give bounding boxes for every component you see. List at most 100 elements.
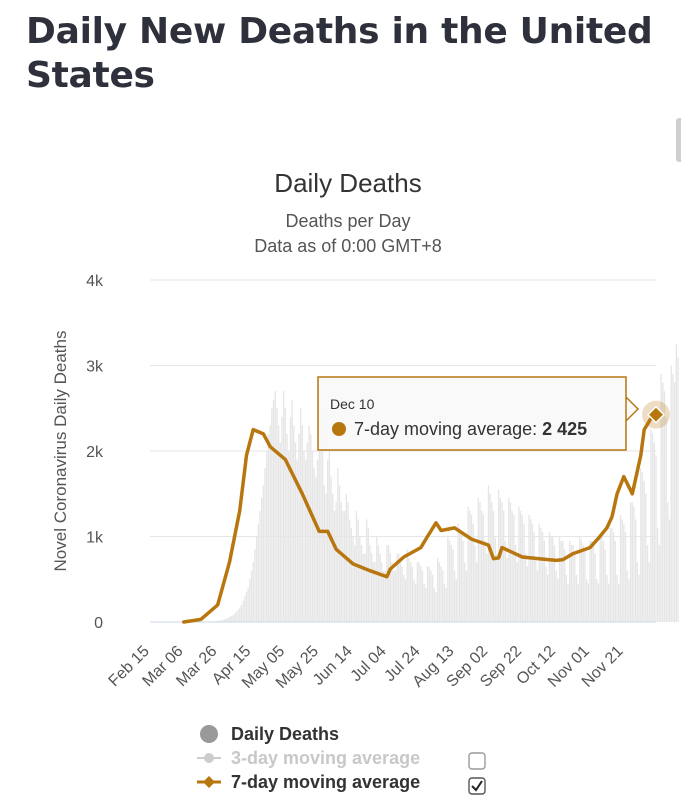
- daily-deaths-bar: [294, 442, 297, 622]
- daily-deaths-bar: [382, 570, 385, 622]
- daily-deaths-bar: [575, 574, 578, 622]
- legend-7day-checkbox[interactable]: [468, 777, 486, 795]
- daily-deaths-bar: [472, 523, 474, 622]
- daily-deaths-bar: [401, 566, 403, 622]
- daily-deaths-bar: [293, 425, 295, 622]
- daily-deaths-bar: [284, 408, 287, 622]
- page-title: Daily New Deaths in the United States: [26, 11, 653, 96]
- daily-deaths-bar: [247, 587, 249, 622]
- daily-deaths-bar: [393, 570, 395, 622]
- daily-deaths-bar: [340, 502, 342, 622]
- daily-deaths-bar: [496, 553, 498, 622]
- legend-item-daily-deaths[interactable]: Daily Deaths: [200, 724, 339, 744]
- daily-deaths-bar: [306, 442, 309, 622]
- daily-deaths-bar: [255, 536, 258, 622]
- daily-deaths-bar: [357, 519, 359, 622]
- daily-deaths-bar: [269, 425, 271, 622]
- daily-deaths-bar: [237, 610, 239, 622]
- daily-deaths-bar: [305, 459, 307, 622]
- y-tick-label: 1k: [86, 530, 104, 547]
- legend-item-7day-ma[interactable]: 7-day moving average: [197, 772, 486, 795]
- daily-deaths-bar: [242, 600, 244, 623]
- daily-deaths-bar: [445, 587, 447, 622]
- daily-deaths-bar: [660, 374, 662, 622]
- daily-deaths-bar: [281, 416, 283, 622]
- daily-deaths-bar: [460, 532, 463, 622]
- daily-deaths-bar: [503, 510, 505, 622]
- daily-deaths-bar: [508, 498, 510, 622]
- daily-deaths-bar: [391, 562, 393, 622]
- daily-deaths-bar: [447, 536, 449, 622]
- daily-deaths-bar: [663, 391, 666, 622]
- daily-deaths-bar: [492, 510, 495, 622]
- daily-deaths-bar: [538, 523, 540, 622]
- daily-deaths-bar: [244, 596, 246, 622]
- daily-deaths-bar: [521, 515, 523, 623]
- daily-deaths-bar: [250, 570, 253, 622]
- daily-deaths-bar: [291, 399, 293, 622]
- daily-deaths-bar: [283, 391, 285, 622]
- daily-deaths-bar: [415, 583, 417, 622]
- legend-3day-checkbox[interactable]: [468, 752, 486, 770]
- daily-deaths-bar: [437, 557, 439, 623]
- daily-deaths-bar: [252, 562, 254, 622]
- daily-deaths-bar: [616, 574, 618, 622]
- daily-deaths-bar: [442, 570, 444, 622]
- daily-deaths-bar: [509, 502, 512, 622]
- daily-deaths-bar: [560, 540, 562, 622]
- daily-deaths-bar: [614, 540, 617, 622]
- daily-deaths-bar: [279, 442, 281, 622]
- daily-deaths-bar: [640, 468, 642, 622]
- daily-deaths-bar: [245, 592, 248, 622]
- daily-deaths-bar: [675, 344, 677, 623]
- daily-deaths-bar: [570, 545, 573, 622]
- daily-deaths-bar: [310, 433, 312, 622]
- daily-deaths-bar: [408, 557, 410, 623]
- scroll-indicator[interactable]: [676, 118, 681, 162]
- daily-deaths-bar: [350, 527, 353, 622]
- daily-deaths-bar: [518, 506, 520, 622]
- daily-deaths-bar: [511, 510, 513, 622]
- daily-deaths-bar: [619, 515, 622, 623]
- daily-deaths-bar: [347, 502, 349, 622]
- daily-deaths-bar: [599, 536, 601, 622]
- daily-deaths-bar: [323, 485, 325, 622]
- daily-deaths-bar: [504, 540, 507, 622]
- daily-deaths-bar: [457, 523, 459, 622]
- daily-deaths-bar: [611, 527, 613, 622]
- daily-deaths-bar: [533, 532, 535, 622]
- daily-deaths-bar: [506, 557, 508, 623]
- daily-deaths-bar: [421, 570, 424, 622]
- daily-deaths-bar: [376, 536, 378, 622]
- daily-deaths-bar: [298, 433, 300, 622]
- daily-deaths-bar: [494, 536, 496, 622]
- x-tick-label: Jul 04: [348, 643, 390, 685]
- daily-deaths-bar: [658, 545, 661, 622]
- daily-deaths-bar: [479, 502, 481, 622]
- daily-deaths-bar: [220, 620, 222, 622]
- daily-deaths-bar: [303, 451, 305, 622]
- daily-deaths-bar: [592, 545, 595, 622]
- daily-deaths-bar: [420, 566, 422, 622]
- moving-average-7day-series[interactable]: [182, 400, 670, 624]
- daily-deaths-bar: [475, 562, 478, 622]
- daily-deaths-bar: [641, 472, 644, 623]
- daily-deaths-bar: [450, 545, 452, 622]
- daily-deaths-bar: [555, 570, 557, 622]
- y-axis-label: Novel Coronavirus Daily Deaths: [51, 331, 70, 572]
- daily-deaths-bar: [453, 570, 456, 622]
- daily-deaths-bars[interactable]: [198, 344, 679, 623]
- legend-item-3day-ma[interactable]: 3-day moving average: [197, 748, 486, 770]
- daily-deaths-bar: [670, 365, 672, 622]
- daily-deaths-bar: [377, 545, 380, 622]
- y-tick-label: 4k: [86, 273, 104, 290]
- daily-deaths-bar: [591, 540, 593, 622]
- daily-deaths-bar: [225, 618, 227, 622]
- daily-deaths-bar: [435, 592, 437, 622]
- daily-deaths-bar: [645, 493, 647, 622]
- daily-deaths-bar: [543, 540, 545, 622]
- daily-deaths-bar: [223, 619, 226, 622]
- y-tick-label: 2k: [86, 444, 104, 461]
- daily-deaths-bar: [399, 562, 402, 622]
- daily-deaths-bar: [629, 502, 632, 622]
